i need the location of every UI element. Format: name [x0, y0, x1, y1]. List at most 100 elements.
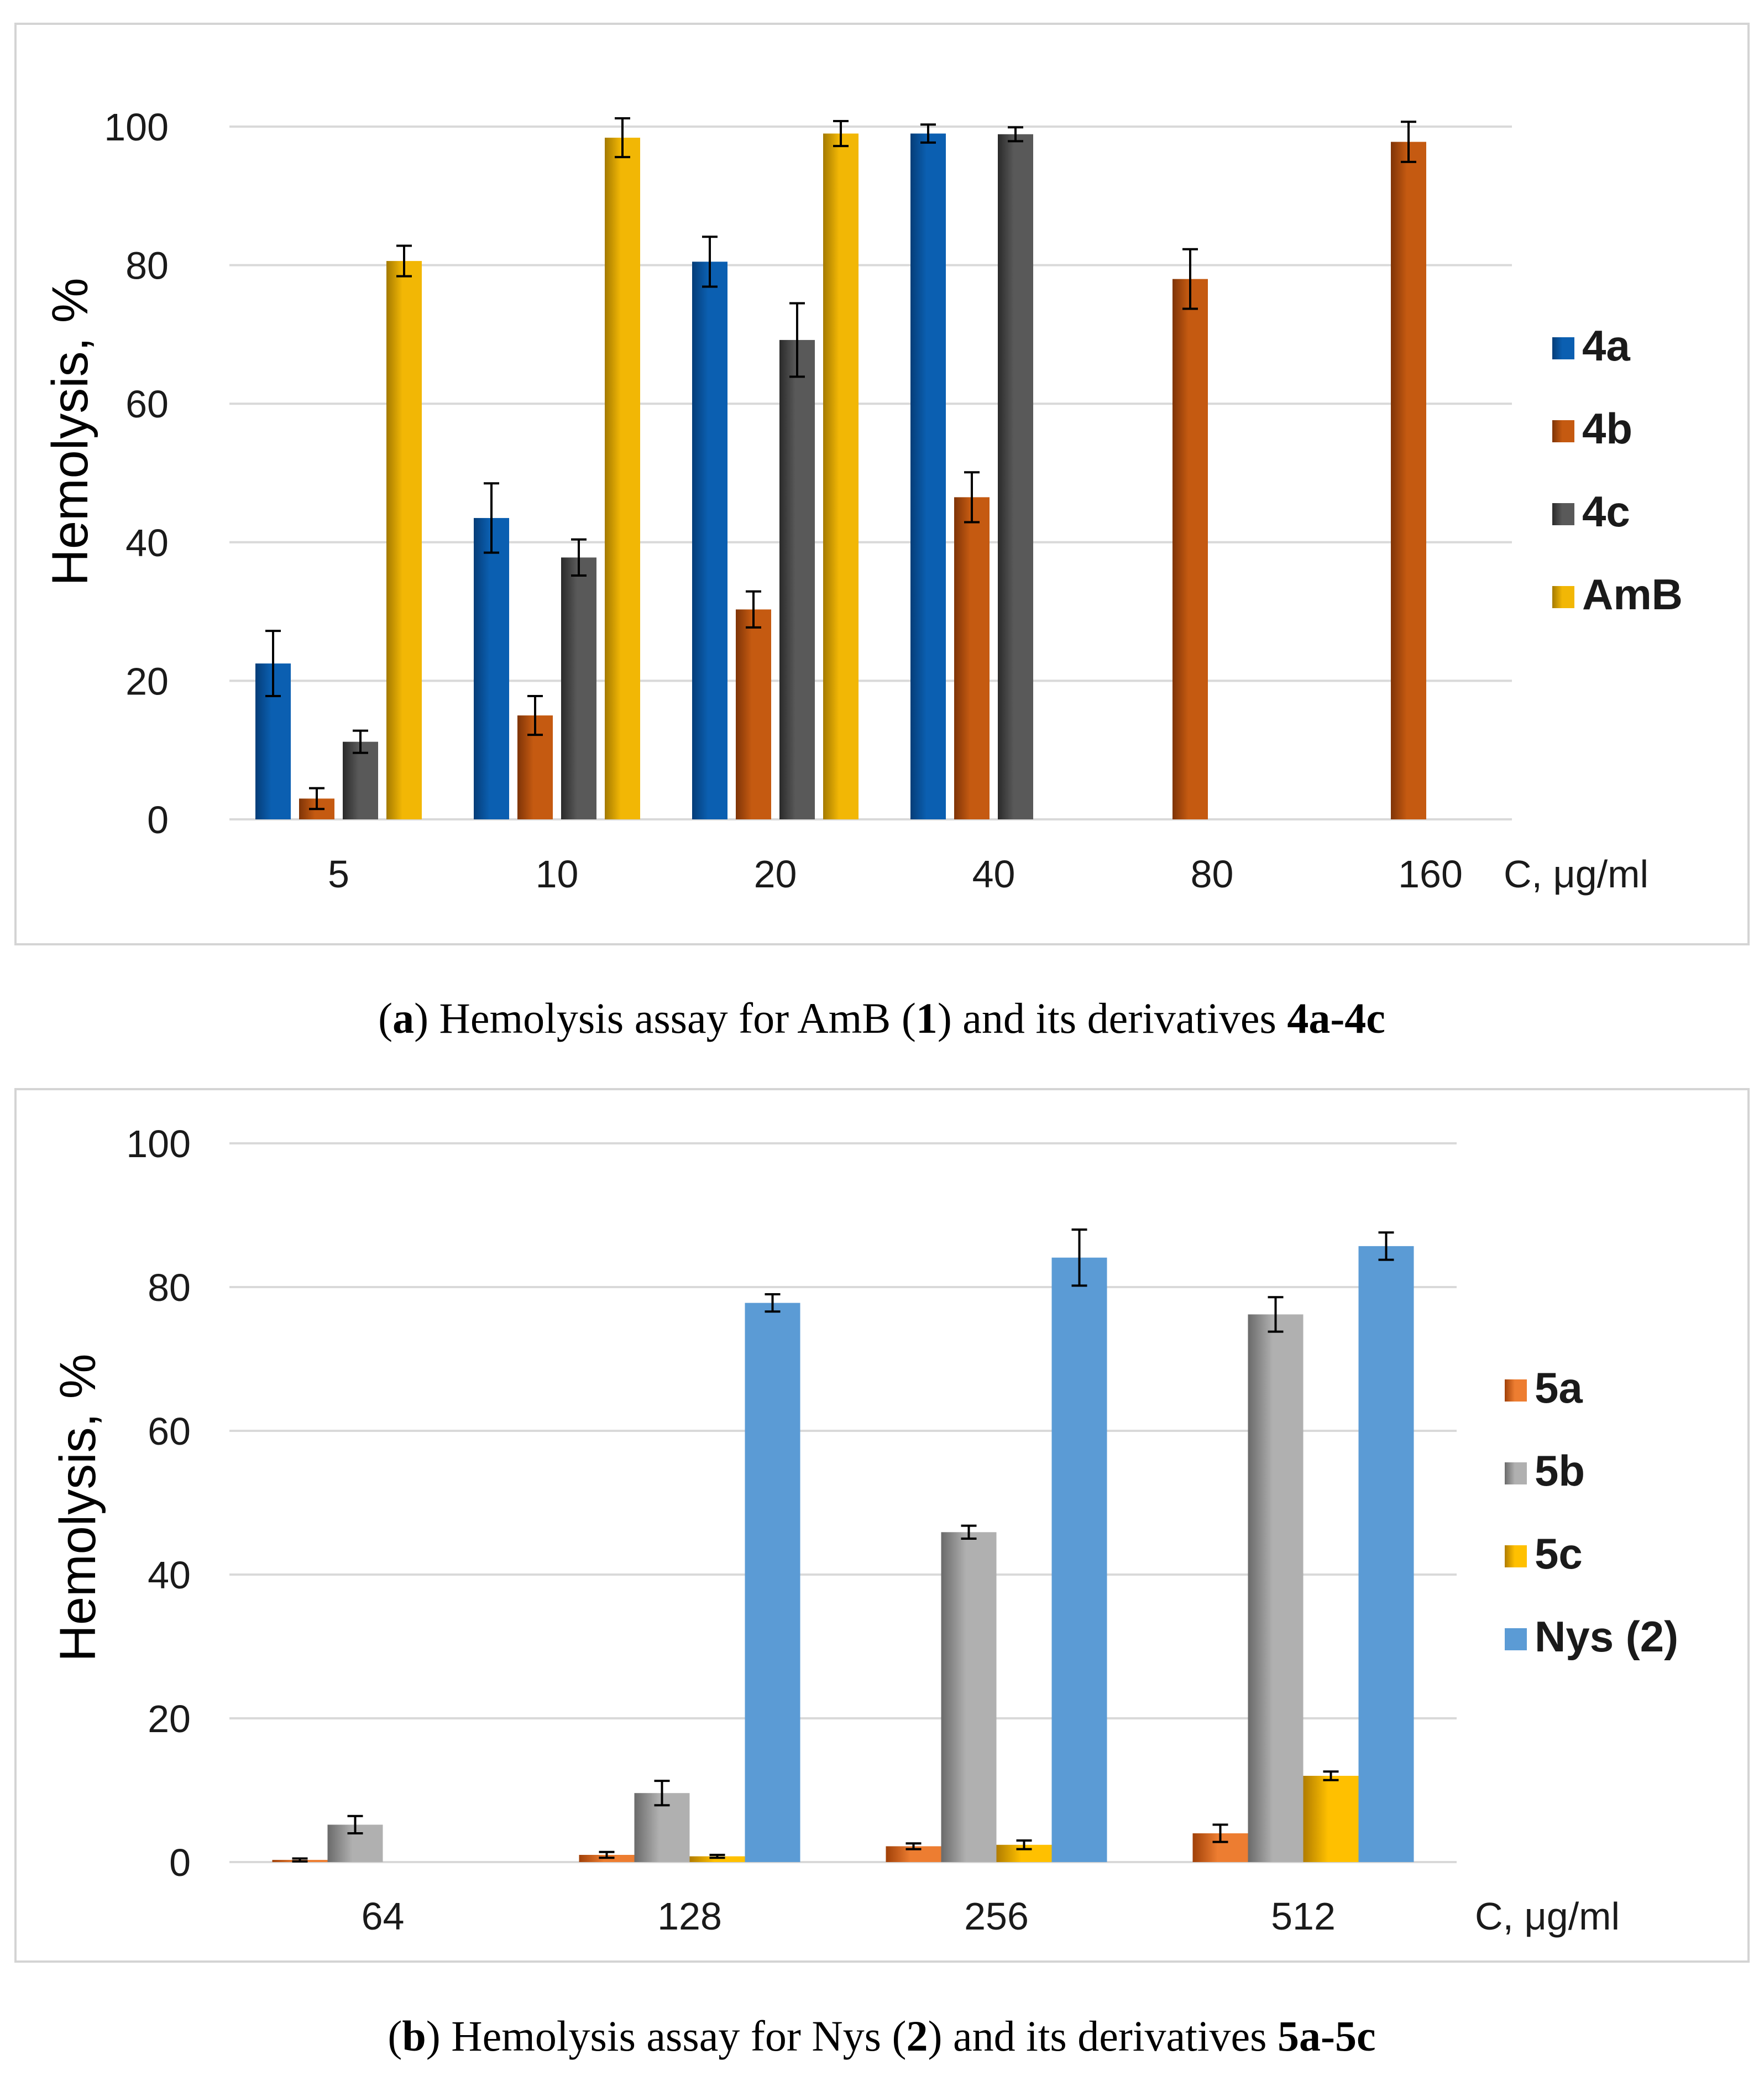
- panel-a-bar-4b: [1391, 142, 1426, 819]
- panel-a-bar-4b: [736, 609, 771, 819]
- panel-b-bar-5b: [941, 1532, 997, 1862]
- panel-a-legend-label: 4c: [1582, 487, 1630, 536]
- panel-b-legend-item: Nys (2): [1505, 1612, 1678, 1661]
- panel-b-x-tick-label: 64: [362, 1895, 405, 1938]
- panel-b-y-tick-label: 40: [148, 1554, 191, 1597]
- panel-a-x-tick-label: 20: [754, 853, 797, 896]
- panel-a-frame: [14, 23, 1750, 945]
- panel-a-x-ticks: 5 10 20 40 80 160: [328, 853, 1463, 896]
- panel-b-bar-nys2: [1358, 1246, 1414, 1862]
- panel-b-error-bar: [709, 1854, 725, 1859]
- panel-a-legend-item: 4c: [1552, 487, 1630, 536]
- panel-a-legend-label: 4b: [1582, 404, 1632, 453]
- panel-a-caption: (a) Hemolysis assay for AmB (1) and its …: [378, 994, 1385, 1042]
- panel-a-bar-4a: [910, 133, 946, 819]
- panel-b-y-axis-label: Hemolysis, %: [50, 1353, 106, 1661]
- panel-b-error-bar: [654, 1780, 670, 1807]
- panel-a-bar-4a: [474, 517, 509, 819]
- panel-a-bar-4c: [998, 134, 1033, 820]
- panel-a-legend-item: AmB: [1552, 570, 1683, 619]
- panel-b-error-bar: [599, 1850, 615, 1859]
- panel-a-y-ticks: 0 20 40 60 80 100: [104, 106, 169, 841]
- panel-b-legend: 5a 5b 5c Nys (2): [1505, 1363, 1678, 1661]
- panel-a-x-tick-label: 160: [1398, 853, 1463, 896]
- panel-b-error-bar: [1212, 1823, 1228, 1843]
- panel-a-error-bar: [353, 729, 368, 754]
- panel-a-y-tick-label: 100: [104, 106, 169, 149]
- panel-a-bar-4b: [954, 497, 990, 819]
- panel-b-y-tick-label: 60: [148, 1410, 191, 1453]
- panel-b-bar-nys2: [1051, 1257, 1107, 1862]
- panel-b-legend-item: 5b: [1505, 1446, 1585, 1495]
- panel-b-legend-swatch: [1505, 1462, 1527, 1484]
- panel-a-y-tick-label: 0: [147, 798, 169, 841]
- panel-a-bar-4b: [1172, 279, 1208, 819]
- panel-a-legend-label: 4a: [1582, 321, 1630, 370]
- panel-b-error-bar: [1016, 1839, 1032, 1850]
- panel-a-y-axis-label: Hemolysis, %: [42, 278, 98, 585]
- panel-a-legend-swatch: [1552, 586, 1574, 608]
- panel-a-x-tick-label: 80: [1191, 853, 1234, 896]
- panel-a-error-bar: [265, 630, 281, 697]
- panel-b-legend-label: 5a: [1535, 1363, 1583, 1412]
- panel-a-legend-swatch: [1552, 420, 1574, 442]
- panel-b-error-bar: [1268, 1296, 1284, 1333]
- panel-b-legend-swatch: [1505, 1628, 1527, 1650]
- panel-a-y-tick-label: 40: [125, 521, 169, 564]
- panel-a-error-bar: [615, 117, 630, 159]
- panel-a-legend-swatch: [1552, 337, 1574, 359]
- panel-a-error-bar: [702, 236, 718, 288]
- panel-a-error-bar: [527, 694, 543, 736]
- panel-a-error-bar: [396, 244, 412, 278]
- panel-b: 0 20 40 60 80 100 64 128 256 512 C, μg/ml Hemoly…: [14, 1088, 1750, 1963]
- panel-a-legend-label: AmB: [1582, 570, 1683, 619]
- panel-b-x-tick-label: 512: [1271, 1895, 1336, 1938]
- panel-a-error-bar: [920, 123, 936, 144]
- panel-a-bar-amb: [823, 133, 859, 819]
- panel-a: 0 20 40 60 80 100 5 10 20 40 80 160 C, μg/ml Hemol…: [14, 23, 1750, 945]
- panel-b-y-ticks: 0 20 40 60 80 100: [126, 1122, 191, 1884]
- panel-b-x-tick-label: 128: [657, 1895, 722, 1938]
- panel-b-y-tick-label: 80: [148, 1266, 191, 1309]
- panel-a-bars: [255, 117, 1426, 820]
- panel-a-error-bar: [309, 787, 324, 811]
- panel-b-legend-label: 5b: [1535, 1446, 1585, 1495]
- panel-a-legend-item: 4a: [1552, 321, 1630, 370]
- panel-b-bar-5c: [689, 1856, 745, 1862]
- panel-a-error-bar: [1182, 248, 1198, 310]
- panel-a-x-tick-label: 40: [972, 853, 1016, 896]
- panel-b-error-bar: [961, 1524, 977, 1540]
- panel-b-bar-nys2: [745, 1303, 800, 1862]
- panel-a-bar-4a: [692, 262, 727, 820]
- panel-a-error-bar: [833, 119, 849, 148]
- panel-a-legend: 4a 4b 4c AmB: [1552, 321, 1683, 619]
- panel-b-error-bar: [1323, 1770, 1339, 1781]
- panel-b-y-tick-label: 20: [148, 1697, 191, 1740]
- panel-b-legend-label: Nys (2): [1535, 1612, 1678, 1661]
- panel-a-gridlines: [229, 126, 1512, 820]
- panel-b-bar-5b: [1248, 1314, 1304, 1862]
- panel-a-error-bar: [571, 538, 587, 577]
- panel-b-legend-label: 5c: [1535, 1529, 1583, 1578]
- panel-a-bar-4c: [561, 557, 596, 819]
- panel-b-caption: (b) Hemolysis assay for Nys (2) and its …: [388, 2012, 1375, 2060]
- panel-b-error-bar: [905, 1842, 922, 1850]
- panel-a-bar-4c: [343, 741, 378, 819]
- panel-b-error-bar: [1378, 1231, 1394, 1261]
- panel-b-x-axis-label: C, μg/ml: [1475, 1895, 1620, 1938]
- panel-a-error-bar: [964, 471, 980, 524]
- panel-a-x-axis-label: C, μg/ml: [1504, 853, 1648, 896]
- panel-b-error-bar: [292, 1857, 308, 1863]
- panel-a-error-bar: [746, 590, 761, 629]
- panel-b-error-bar: [347, 1815, 363, 1834]
- panel-b-y-tick-label: 0: [169, 1841, 191, 1884]
- panel-b-y-tick-label: 100: [126, 1122, 191, 1165]
- panel-a-y-tick-label: 20: [125, 660, 169, 703]
- panel-a-y-tick-label: 60: [125, 383, 169, 426]
- panel-a-x-tick-label: 10: [536, 853, 579, 896]
- panel-b-error-bar: [1071, 1228, 1087, 1287]
- panel-b-bars: [272, 1228, 1414, 1863]
- panel-a-error-bar: [1008, 126, 1023, 143]
- panel-a-y-tick-label: 80: [125, 244, 169, 287]
